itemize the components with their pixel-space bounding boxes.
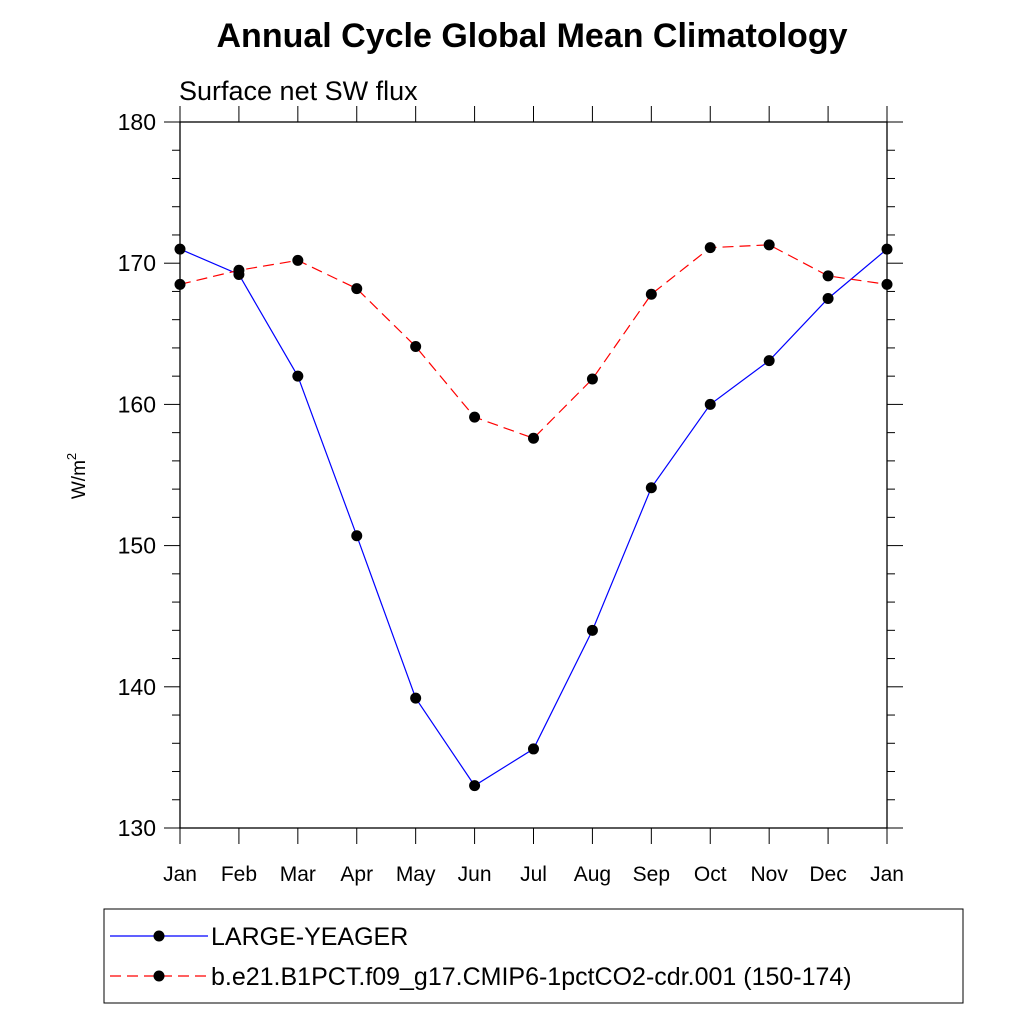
x-tick-label: Mar [280, 863, 316, 886]
legend-label-2: b.e21.B1PCT.f09_g17.CMIP6-1pctCO2-cdr.00… [211, 963, 852, 991]
series-2-point [645, 288, 657, 300]
series-1-point [763, 355, 775, 367]
series-2-point [586, 373, 598, 385]
y-tick-label: 140 [118, 674, 156, 700]
y-axis-label-unit: W/m [69, 460, 90, 499]
series-2-point [704, 242, 716, 254]
series-1-point [292, 370, 304, 382]
series-line-1 [179, 248, 888, 787]
series-2-point [822, 270, 834, 282]
y-tick-label: 130 [118, 815, 156, 841]
x-tick-labels: Jan Feb Mar Apr May Jun Jul Aug Sep Oct Nov Dec Jan [163, 863, 904, 886]
legend-marker-1 [153, 930, 165, 942]
series-1-point [645, 482, 657, 494]
y-tick-label: 160 [118, 391, 156, 417]
x-tick-label: Jul [520, 863, 547, 886]
series-2-point [881, 278, 893, 290]
x-tick-label: Jan [870, 863, 904, 886]
series-1-point [528, 743, 539, 755]
y-axis-label: W/m2 [64, 453, 90, 499]
legend-marker-2 [153, 970, 165, 982]
x-tick-label: Dec [809, 863, 846, 886]
series-1-point [351, 530, 363, 542]
series-2-point [469, 411, 481, 423]
series-layer [174, 239, 893, 792]
series-1-point [469, 780, 481, 792]
y-axis-label-superscript: 2 [64, 453, 79, 460]
series-1-point [586, 624, 598, 636]
series-line-2 [179, 244, 888, 439]
series-2-point [292, 254, 304, 266]
series-2-point [351, 283, 363, 295]
legend-label-1: LARGE-YEAGER [211, 923, 408, 951]
x-tick-label: Apr [340, 863, 373, 886]
series-2-point [174, 278, 186, 290]
y-axis-label-group: W/m2 [64, 453, 90, 499]
series-1-point [174, 243, 186, 255]
series-1-point [822, 293, 834, 304]
y-tick-label: 150 [118, 533, 156, 559]
x-tick-label: Jan [163, 863, 197, 886]
x-tick-label: Sep [633, 863, 670, 886]
series-2-point [528, 432, 539, 444]
y-tick-label: 180 [118, 109, 156, 135]
x-tick-label: Oct [694, 863, 727, 886]
tick-marks [164, 106, 903, 844]
plot-frame [179, 121, 888, 829]
x-tick-label: Aug [574, 863, 611, 886]
x-tick-label: Jun [458, 863, 492, 886]
series-1-point [881, 243, 893, 255]
series-2-point [233, 264, 245, 276]
legend-box [103, 908, 964, 1004]
x-tick-label: Feb [221, 863, 257, 886]
chart-title: Annual Cycle Global Mean Climatology [217, 17, 848, 55]
y-tick-label: 170 [118, 250, 156, 276]
series-2-point [763, 239, 775, 251]
x-tick-label: Nov [750, 863, 788, 886]
legend: LARGE-YEAGER b.e21.B1PCT.f09_g17.CMIP6-1p… [110, 923, 852, 991]
series-1-point [704, 398, 716, 410]
x-tick-label: May [396, 863, 436, 886]
y-tick-labels: 130 140 150 160 170 180 [118, 109, 156, 841]
chart-subtitle: Surface net SW flux [179, 76, 418, 106]
series-2-point [410, 341, 422, 353]
series-1-point [410, 692, 422, 704]
